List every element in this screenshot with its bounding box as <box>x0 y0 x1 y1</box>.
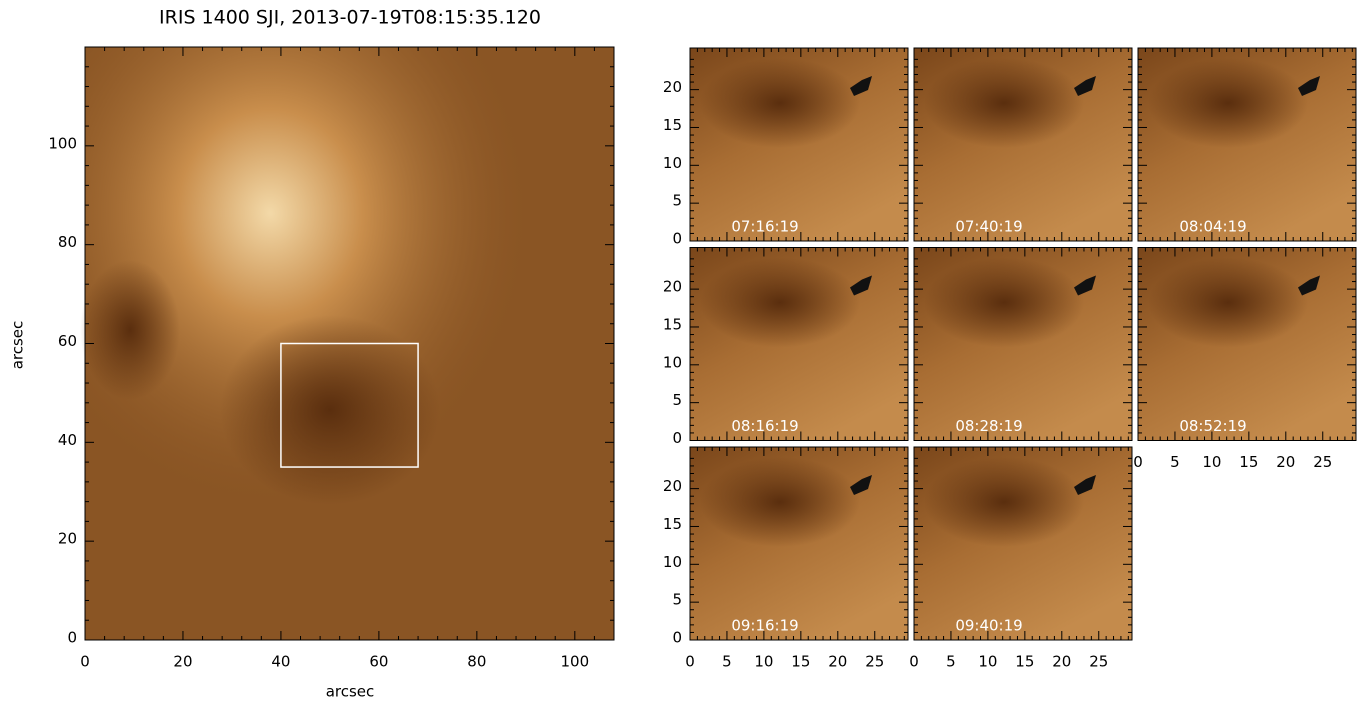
sunspot-region <box>220 315 440 505</box>
panel-frame <box>913 47 1133 242</box>
y-tick-label: 20 <box>58 530 77 548</box>
x-tick-label: 25 <box>1313 453 1332 471</box>
y-tick-label: 20 <box>663 78 682 96</box>
x-tick-label: 5 <box>722 653 732 671</box>
panel-frame <box>913 247 1133 441</box>
panel-time: 08:52:19 <box>1179 417 1246 435</box>
x-tick-label: 15 <box>1239 453 1258 471</box>
panel-frame <box>1137 247 1357 441</box>
y-tick-label: 15 <box>663 515 682 533</box>
panel-dark-region <box>924 257 1084 348</box>
y-tick-label: 5 <box>672 192 682 210</box>
x-tick-label: 5 <box>946 653 956 671</box>
panel-dark-region <box>700 457 860 547</box>
x-tick-label: 10 <box>754 653 773 671</box>
y-tick-label: 10 <box>663 154 682 172</box>
x-tick-label: 20 <box>173 653 192 671</box>
x-tick-label: 20 <box>1276 453 1295 471</box>
y-tick-label: 100 <box>48 134 77 152</box>
x-tick-label: 0 <box>1133 453 1143 471</box>
y-tick-label: 15 <box>663 116 682 134</box>
panel-time: 08:04:19 <box>1179 218 1246 236</box>
x-tick-label: 40 <box>271 653 290 671</box>
panel-dark-region <box>1148 257 1308 348</box>
x-tick-label: 10 <box>978 653 997 671</box>
y-tick-label: 60 <box>58 332 77 350</box>
y-tick-label: 5 <box>672 591 682 609</box>
y-tick-label: 20 <box>663 278 682 296</box>
panel-sunspot <box>850 76 872 96</box>
y-tick-label: 80 <box>58 233 77 251</box>
panel-frame <box>913 446 1133 641</box>
y-axis-label: arcsec <box>9 321 27 370</box>
panel-time: 07:16:19 <box>731 218 798 236</box>
x-axis-label: arcsec <box>326 683 375 701</box>
panel-frame <box>689 446 909 641</box>
panel-dark-region <box>700 257 860 348</box>
panel-time: 09:16:19 <box>731 617 798 635</box>
x-tick-label: 20 <box>828 653 847 671</box>
panel-sunspot <box>1298 76 1320 96</box>
y-tick-label: 0 <box>67 629 77 647</box>
x-tick-label: 25 <box>865 653 884 671</box>
panel-frame <box>689 47 909 242</box>
panel-dark-region <box>700 58 860 148</box>
y-tick-label: 5 <box>672 391 682 409</box>
panel-dark-region <box>924 457 1084 547</box>
panel-frame <box>689 247 909 441</box>
y-tick-label: 20 <box>663 477 682 495</box>
y-tick-label: 40 <box>58 431 77 449</box>
panel-sunspot <box>850 275 872 296</box>
x-tick-label: 0 <box>909 653 919 671</box>
panel-sunspot <box>1298 275 1320 296</box>
x-tick-label: 100 <box>560 653 589 671</box>
x-tick-label: 80 <box>467 653 486 671</box>
zoom-box <box>280 342 419 468</box>
x-tick-label: 20 <box>1052 653 1071 671</box>
panel-sunspot <box>1074 76 1096 96</box>
y-tick-label: 0 <box>672 629 682 647</box>
panel-time: 08:28:19 <box>955 417 1022 435</box>
panel-dark-region <box>924 58 1084 148</box>
y-tick-label: 15 <box>663 315 682 333</box>
x-tick-label: 5 <box>1170 453 1180 471</box>
x-tick-label: 15 <box>791 653 810 671</box>
x-tick-label: 0 <box>80 653 90 671</box>
x-tick-label: 60 <box>369 653 388 671</box>
panel-time: 07:40:19 <box>955 218 1022 236</box>
y-tick-label: 0 <box>672 230 682 248</box>
panel-dark-region <box>1148 58 1308 148</box>
chart-title: IRIS 1400 SJI, 2013-07-19T08:15:35.120 <box>159 7 541 29</box>
x-tick-label: 0 <box>685 653 695 671</box>
panel-sunspot <box>1074 475 1096 495</box>
panel-time: 08:16:19 <box>731 417 798 435</box>
x-tick-label: 10 <box>1202 453 1221 471</box>
panel-frame <box>1137 47 1357 242</box>
y-tick-label: 0 <box>672 429 682 447</box>
panel-sunspot <box>1074 275 1096 296</box>
panel-sunspot <box>850 475 872 495</box>
panel-time: 09:40:19 <box>955 617 1022 635</box>
y-tick-label: 10 <box>663 353 682 371</box>
dark-region <box>80 260 180 400</box>
y-tick-label: 10 <box>663 553 682 571</box>
x-tick-label: 25 <box>1089 653 1108 671</box>
x-tick-label: 15 <box>1015 653 1034 671</box>
